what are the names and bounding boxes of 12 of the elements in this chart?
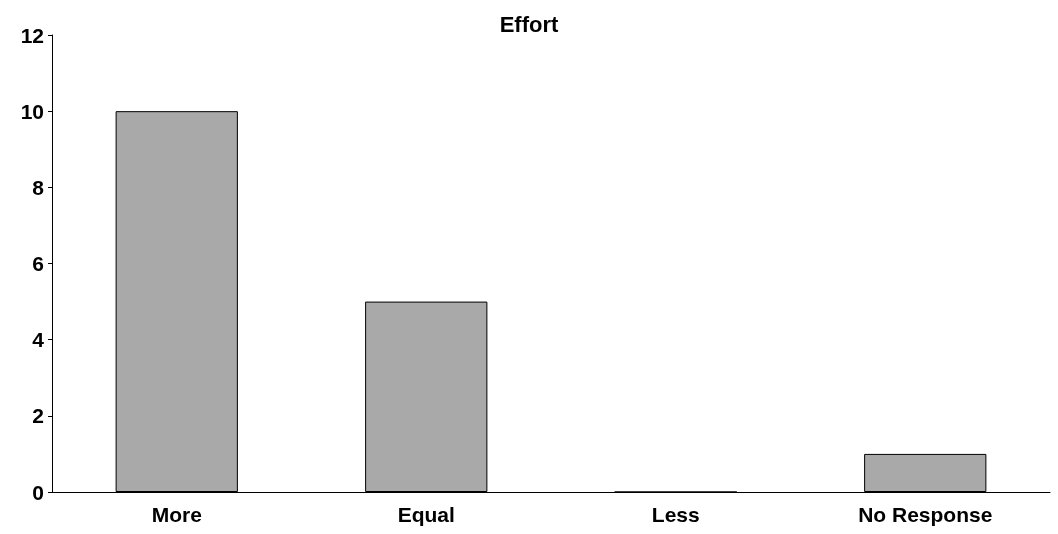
y-tick-label: 10 (20, 99, 44, 123)
y-tick-label: 6 (32, 252, 44, 275)
x-tick-label: No Response (858, 503, 993, 526)
x-tick-label: Less (651, 503, 700, 526)
x-tick-label: More (151, 503, 202, 526)
chart-title: Effort (499, 11, 559, 37)
y-tick-label: 8 (32, 175, 45, 199)
y-tick-label: 12 (20, 23, 44, 47)
y-tick-label: 2 (32, 404, 44, 428)
y-tick-label: 4 (32, 328, 45, 352)
y-tick-label: 0 (32, 480, 44, 504)
x-tick-label: Equal (397, 503, 455, 526)
